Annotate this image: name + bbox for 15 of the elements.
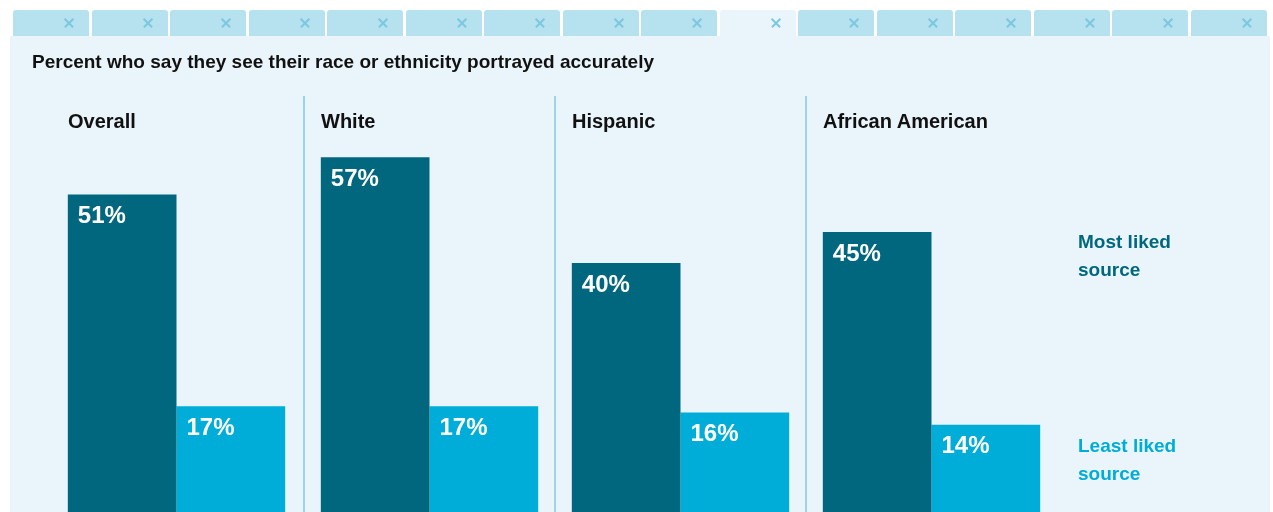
series-label: Least liked source — [1078, 434, 1178, 486]
data-label: 17% — [186, 412, 235, 440]
chart-subtitle: White — [321, 110, 376, 133]
data-label: 51% — [77, 201, 126, 229]
chart-title: Percent who say they see their race or ethnicity portrayed accurately — [32, 51, 654, 73]
chart-subtitle: African American — [823, 110, 988, 133]
chart-subtitle: Overall — [68, 110, 136, 133]
data-label: 16% — [690, 419, 739, 447]
data-label: 14% — [941, 431, 990, 459]
data-label: 40% — [581, 269, 630, 297]
data-label: 57% — [330, 163, 379, 191]
chart-subtitle: Hispanic — [572, 110, 656, 133]
data-label: 17% — [439, 412, 488, 440]
text: Most liked source — [1078, 230, 1172, 282]
data-label: 45% — [832, 238, 881, 266]
